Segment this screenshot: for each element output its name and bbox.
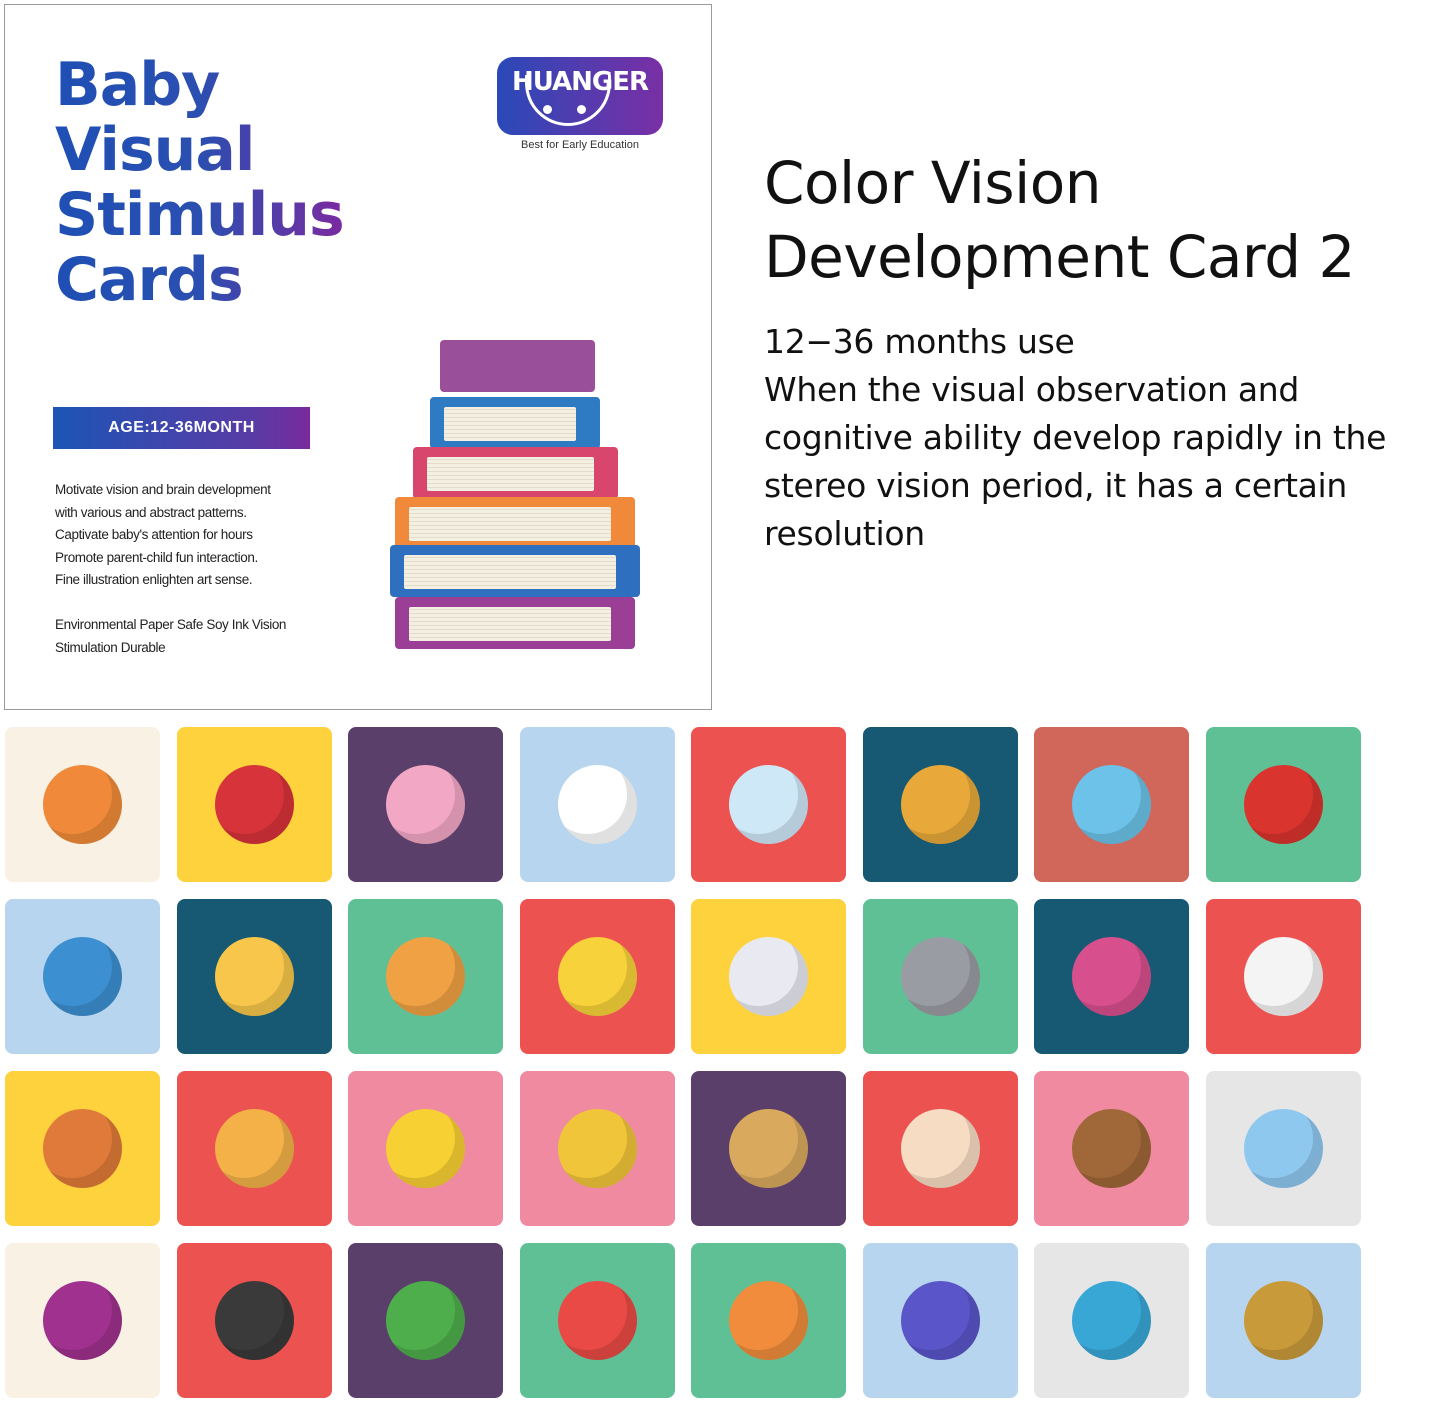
hamburger-icon [386, 937, 465, 1016]
card-globe [5, 899, 160, 1054]
books-stack-illustration [385, 335, 655, 665]
card-lantern [862, 727, 1018, 882]
product-cover-card: Baby Visual Stimulus Cards HUANGER Best … [4, 4, 712, 710]
logo-eye [543, 105, 552, 114]
card-table [519, 727, 675, 882]
card-dice [1205, 899, 1361, 1054]
brand-tagline: Best for Early Education [520, 139, 639, 151]
banana-icon [557, 937, 637, 1016]
table-icon [557, 765, 637, 844]
ice-cream-icon [214, 1109, 294, 1188]
potted-plant-icon [386, 1281, 465, 1360]
card-bucket [1205, 727, 1361, 882]
age-badge: AGE:12-36MONTH [53, 407, 310, 449]
brand-logo: HUANGER [497, 57, 663, 135]
card-pyramid [1034, 1243, 1189, 1398]
traffic-cone-icon [729, 1281, 808, 1360]
card-tomato [5, 1071, 160, 1226]
card-hamburger [348, 899, 503, 1054]
card-baby-bottle [691, 727, 846, 882]
card-hot-dog [691, 899, 846, 1054]
book-icon [413, 447, 618, 499]
card-corn [519, 1071, 675, 1226]
card-banana [519, 899, 675, 1054]
baby-bottle-icon [729, 765, 808, 844]
card-traffic-cone [691, 1243, 846, 1398]
card-camera [176, 1243, 332, 1398]
materials-text: Environmental Paper Safe Soy Ink Vision … [55, 617, 287, 655]
card-description: 12−36 months use When the visual observa… [764, 318, 1444, 558]
daruma-doll-icon [557, 1281, 637, 1360]
card-hat [176, 727, 332, 882]
feature-line: Motivate vision and brain development [55, 482, 271, 497]
book-icon [430, 397, 600, 449]
corn-icon [557, 1109, 637, 1188]
book-icon [395, 497, 635, 549]
book-icon [390, 545, 640, 597]
card-books [1034, 899, 1189, 1054]
card-armchair [1205, 1243, 1361, 1398]
title-line: Cards [55, 245, 243, 315]
feature-line: Fine illustration enlighten art sense. [55, 572, 253, 587]
bucket-icon [1243, 765, 1323, 844]
lollipop-icon [43, 765, 122, 844]
globe-icon [43, 937, 122, 1016]
logo-eye [577, 105, 586, 114]
dice-icon [1243, 937, 1323, 1016]
armchair-icon [1243, 1281, 1323, 1360]
cover-title: Baby Visual Stimulus Cards [55, 53, 344, 313]
card-rubiks-cube [1034, 727, 1189, 882]
feature-line: Captivate baby's attention for hours [55, 527, 253, 542]
title-line: Visual [55, 115, 255, 185]
card-ice-cream [176, 1071, 332, 1226]
card-building-blocks [176, 899, 332, 1054]
hot-air-balloon-icon [1243, 1109, 1323, 1188]
hat-icon [214, 765, 294, 844]
book-icon [440, 340, 595, 392]
lantern-icon [900, 765, 980, 844]
pyramid-icon [1072, 1281, 1151, 1360]
cake-icon [900, 1109, 980, 1188]
title-line: Baby [55, 50, 220, 120]
card-daruma-doll [519, 1243, 675, 1398]
card-spiral-ball [5, 1243, 160, 1398]
books-icon [1072, 937, 1151, 1016]
card-lollipop [5, 727, 160, 882]
toy-car-icon [900, 1281, 980, 1360]
tomato-icon [43, 1109, 122, 1188]
card-impossible-triangle [348, 727, 503, 882]
card-heading: Color Vision Development Card 2 [764, 146, 1355, 294]
owl-icon [900, 937, 980, 1016]
card-abacus [1034, 1071, 1189, 1226]
heading-line: Color Vision [764, 149, 1101, 217]
heading-line: Development Card 2 [764, 223, 1355, 291]
camera-icon [214, 1281, 294, 1360]
feature-line: Promote parent-child fun interaction. [55, 549, 258, 565]
dumplings-icon [729, 1109, 808, 1188]
card-potted-plant [348, 1243, 503, 1398]
hot-dog-icon [729, 937, 808, 1016]
card-pencil [348, 1071, 503, 1226]
rubiks-cube-icon [1072, 765, 1151, 844]
brand-name: HUANGER [511, 67, 649, 97]
age-use: 12−36 months use [764, 322, 1075, 361]
description-text: When the visual observation and cognitiv… [764, 370, 1387, 553]
card-owl [862, 899, 1018, 1054]
feature-list: Motivate vision and brain development wi… [55, 479, 271, 592]
spiral-ball-icon [43, 1281, 122, 1360]
card-cake [862, 1071, 1018, 1226]
card-dumplings [691, 1071, 846, 1226]
pencil-icon [386, 1109, 465, 1188]
building-blocks-icon [214, 937, 294, 1016]
title-line: Stimulus [55, 180, 344, 250]
feature-line: with various and abstract patterns. [55, 504, 247, 520]
card-hot-air-balloon [1205, 1071, 1361, 1226]
impossible-triangle-icon [386, 765, 465, 844]
card-toy-car [862, 1243, 1018, 1398]
book-icon [395, 597, 635, 649]
abacus-icon [1072, 1109, 1151, 1188]
